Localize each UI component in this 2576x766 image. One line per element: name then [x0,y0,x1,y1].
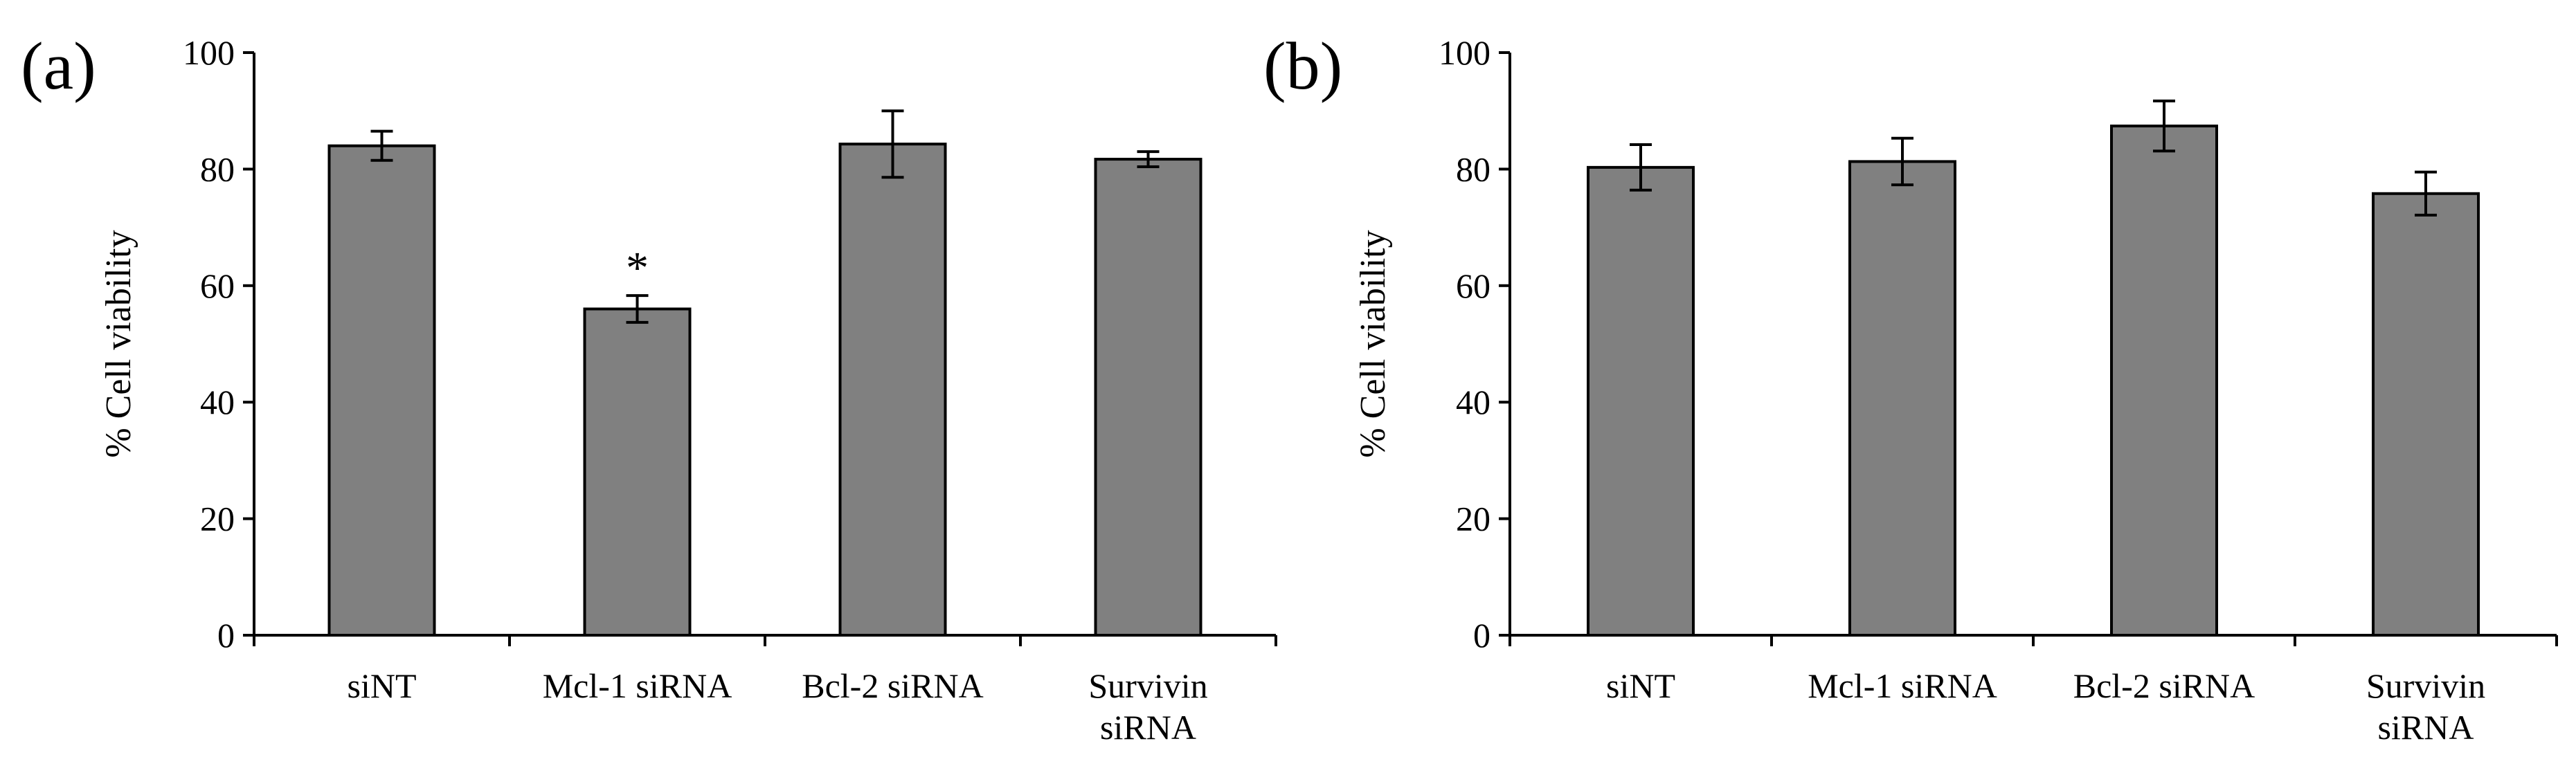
bar-0 [327,144,436,637]
category-label: Mcl-1 siRNA [543,666,732,705]
y-tick-label: 40 [200,383,235,421]
y-tick-label: 100 [1439,33,1490,72]
bar-3 [2372,192,2480,637]
y-tick-label: 0 [1473,616,1490,655]
category-label: Survivin [1088,666,1207,705]
y-tick-label: 60 [1456,266,1490,305]
panel-a: (a) % Cell viability 0 20 40 60 80 100 siNT * Mcl-… [21,29,1277,747]
bar-1 [1848,160,1956,637]
category-label: Mcl-1 siRNA [1808,666,1997,705]
y-tick-label: 0 [217,616,235,655]
category-label: siRNA [2378,708,2474,747]
significance-marker: * [626,243,649,293]
bar-3 [1094,158,1203,637]
y-tick-label: 100 [183,33,235,72]
bar-0 [1587,165,1695,637]
y-tick-label: 20 [200,500,235,538]
bar-2 [2110,125,2218,637]
y-tick-label: 80 [200,149,235,188]
y-axis-title: % Cell viability [99,230,138,457]
panel-label: (a) [21,29,96,104]
y-tick-label: 40 [1456,383,1490,421]
category-label: siNT [1606,666,1675,705]
y-tick-label: 20 [1456,500,1490,538]
y-axis-title: % Cell viability [1353,230,1393,457]
panel-label: (b) [1263,29,1342,104]
panel-b: (b) % Cell viability 0 20 40 60 80 100 siNT Mcl-1… [1263,29,2558,747]
bar-1 [583,307,692,637]
category-label: Bcl-2 siRNA [2073,666,2255,705]
category-label: siRNA [1100,708,1196,747]
y-tick-label: 60 [200,266,235,305]
category-label: siNT [348,666,417,705]
y-tick-label: 80 [1456,149,1490,188]
category-label: Survivin [2366,666,2485,705]
bar-2 [838,143,947,637]
category-label: Bcl-2 siRNA [802,666,984,705]
